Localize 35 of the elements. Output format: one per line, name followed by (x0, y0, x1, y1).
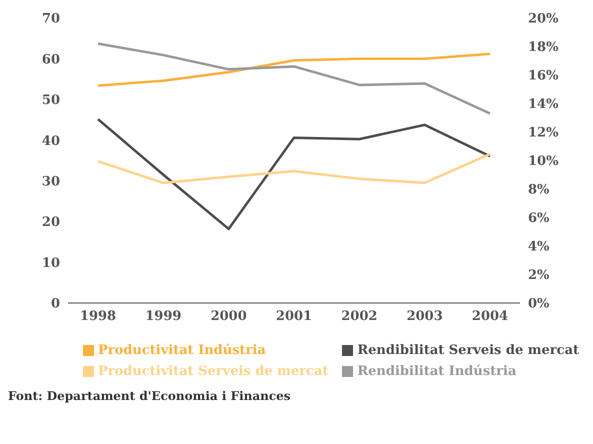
line-series (96, 152, 492, 184)
y-tick-label: 60 (42, 52, 60, 68)
y2-tick-label: 18% (528, 40, 560, 56)
y-tick-label: 30 (42, 174, 60, 190)
legend-label: Productivitat Indústria (98, 343, 266, 358)
line-series (96, 118, 492, 230)
text: Font: Departament d'Economia i Finances (8, 389, 292, 403)
y-tick-label: 0 (50, 296, 60, 312)
y2-tick-label: 4% (528, 240, 550, 255)
legend-label: Rendibilitat Indústria (357, 364, 516, 379)
y2-tick-label: 8% (528, 182, 550, 198)
x-tick-label: 1999 (145, 309, 182, 324)
x-tick-label: 2003 (406, 309, 443, 324)
y2-tick-label: 16% (528, 68, 560, 84)
y-tick-label: 10 (42, 256, 60, 271)
y-tick-label: 70 (42, 12, 60, 27)
line-series (96, 42, 492, 115)
y2-tick-label: 2% (528, 268, 550, 284)
y2-tick-label: 6% (528, 211, 550, 226)
y2-tick-label: 20% (528, 12, 560, 27)
line-series (96, 52, 492, 87)
y2-tick-label: 10% (528, 154, 560, 170)
x-tick-label: 2001 (276, 309, 312, 324)
y2-tick-label: 12% (528, 126, 560, 141)
x-tick-label: 2004 (472, 309, 508, 324)
legend-label: Rendibilitat Serveis de mercat (357, 343, 580, 358)
y2-tick-label: 14% (528, 97, 560, 112)
legend-label: Productivitat Serveis de mercat (98, 364, 328, 379)
y-tick-label: 50 (42, 93, 60, 108)
x-tick-label: 2000 (210, 309, 247, 324)
x-tick-label: 1998 (80, 309, 116, 324)
y-tick-label: 40 (42, 134, 60, 149)
x-tick-label: 2002 (341, 309, 378, 324)
y-tick-label: 20 (42, 215, 60, 230)
y2-tick-label: 0% (528, 296, 550, 312)
